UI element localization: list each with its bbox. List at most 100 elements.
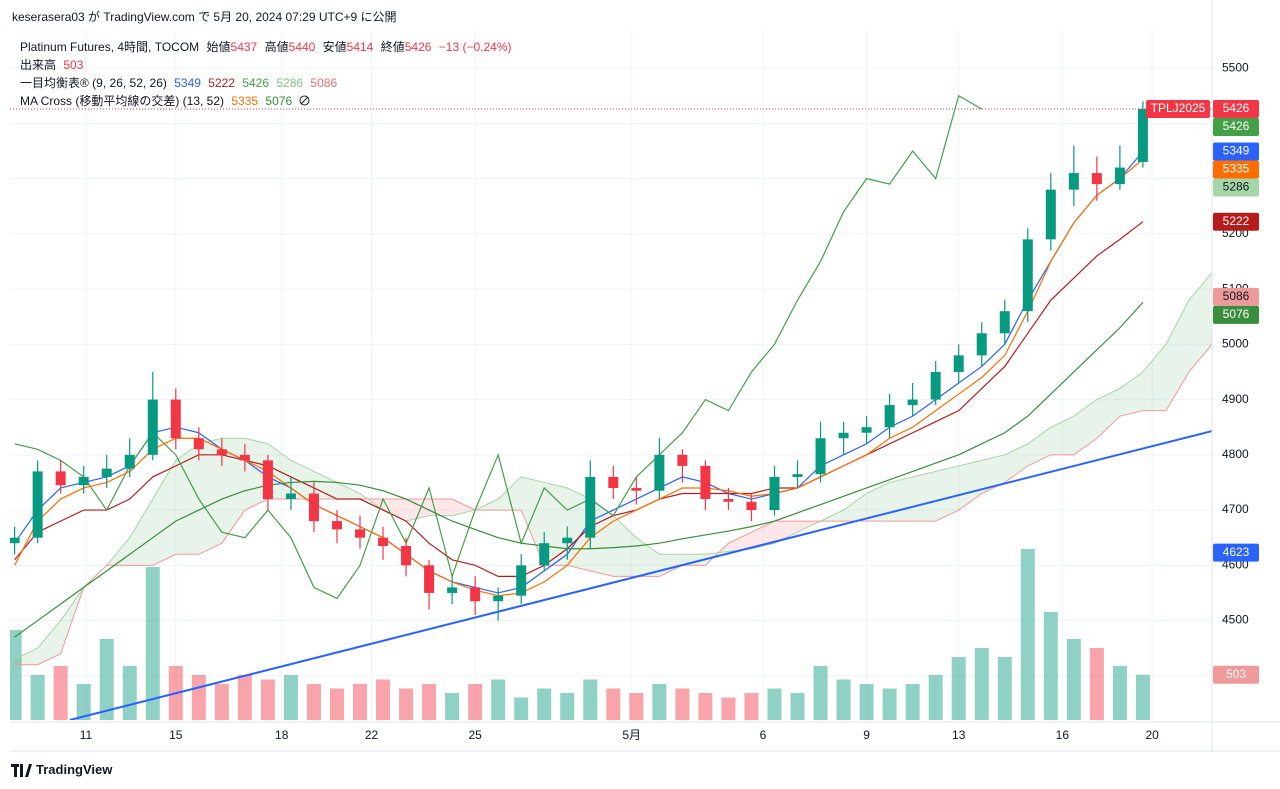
legend-label: 始値 (206, 40, 231, 54)
legend-value: 503 (63, 58, 84, 72)
legend-label: 安値 (322, 40, 347, 54)
price-label-bg (1213, 543, 1259, 562)
candle-body (769, 476, 780, 511)
price-label-bg (1213, 178, 1259, 197)
volume-bar (583, 679, 598, 720)
candle-body (838, 432, 849, 439)
volume-bar (629, 693, 644, 720)
volume-bar (1043, 612, 1058, 720)
candle-body (907, 399, 918, 406)
legend-value: 5222 (208, 76, 235, 90)
candle-body (493, 595, 504, 602)
cloud-fill (129, 499, 153, 566)
cloud-fill (1073, 399, 1097, 455)
candle-body (424, 565, 435, 593)
candle-body (1114, 167, 1125, 185)
volume-bar (422, 684, 437, 720)
cloud-fill (1096, 388, 1120, 439)
volume-bar (306, 684, 321, 720)
candle-body (1091, 173, 1102, 185)
candle-body (78, 476, 89, 486)
candle-body (792, 474, 803, 477)
indicator-line (14, 94, 983, 600)
legend-value: 5426 (404, 40, 432, 54)
volume-bar (997, 657, 1012, 720)
cloud-fill (751, 521, 775, 549)
price-label: 5086 (1223, 289, 1250, 303)
volume-bar (606, 688, 621, 720)
cloud-fill (14, 648, 38, 665)
candle-body (124, 454, 135, 469)
y-tick-label: 4900 (1222, 392, 1249, 406)
volume-bar (283, 675, 298, 720)
cloud-fill (313, 471, 337, 500)
symbol-label: TPLJ2025 (1151, 101, 1206, 115)
hide-icon[interactable] (299, 95, 310, 106)
volume-bar (376, 679, 391, 720)
volume-bar (928, 675, 943, 720)
volume-bar (1089, 648, 1104, 720)
legend-value: 5440 (288, 40, 316, 54)
candle-body (654, 454, 665, 491)
y-tick-label: 4500 (1222, 613, 1249, 627)
cloud-fill (1188, 272, 1212, 372)
candle-body (1022, 239, 1033, 312)
cloud-fill (613, 515, 637, 577)
y-tick-label: 4800 (1222, 447, 1249, 461)
volume-bar (698, 693, 713, 720)
volume-bar (767, 688, 782, 720)
cloud-fill (636, 537, 660, 577)
price-label: 5335 (1223, 162, 1250, 176)
candle-body (999, 311, 1010, 334)
candle-body (216, 449, 227, 455)
legend-label: 高値 (264, 40, 289, 54)
cloud-fill (981, 454, 1005, 494)
price-label-bg (1213, 117, 1259, 136)
x-tick-label: 6 (760, 728, 767, 742)
y-tick-label: 4700 (1222, 502, 1249, 516)
cloud-fill (1027, 427, 1051, 466)
cloud-fill (774, 521, 798, 544)
x-tick-label: 16 (1056, 728, 1070, 742)
candle-body (355, 529, 366, 538)
candle-body (1045, 189, 1056, 240)
volume-bar (951, 657, 966, 720)
volume-bar (30, 675, 45, 720)
price-label-bg (1213, 212, 1259, 231)
legend-value: 5426 (242, 76, 270, 90)
candle-body (239, 454, 250, 461)
brand: TradingView (36, 762, 113, 777)
legend-value: 5086 (310, 76, 338, 90)
legend-title: MA Cross (移動平均線の交差) (13, 52) (20, 94, 225, 108)
price-label: 4623 (1223, 545, 1250, 559)
candle-body (608, 476, 619, 488)
volume-bar (1066, 639, 1081, 720)
candle-body (1068, 173, 1079, 190)
volume-bar (514, 697, 529, 720)
price-label: 5426 (1223, 101, 1250, 115)
volume-bar (445, 693, 460, 720)
price-label-bg (1213, 305, 1259, 324)
candle-body (378, 537, 389, 546)
price-label-bg (1213, 142, 1259, 161)
volume-bar (974, 648, 989, 720)
volume-bar (122, 666, 137, 720)
volume-bar (468, 684, 483, 720)
volume-bar (790, 693, 805, 720)
volume-bar (744, 693, 759, 720)
x-tick-label: 5月 (622, 728, 641, 742)
candle-body (447, 587, 458, 593)
indicator-line (14, 301, 1144, 638)
legend-title: 一目均衡表® (9, 26, 52, 26) (20, 76, 167, 90)
legend-row: 一目均衡表® (9, 26, 52, 26) 5349 5222 5426 52… (20, 74, 515, 92)
volume-bar (399, 688, 414, 720)
volume-bar (491, 679, 506, 720)
volume-bar (353, 684, 368, 720)
cloud-fill (37, 620, 61, 665)
cloud-fill (452, 499, 476, 516)
legend-value: 5335 (231, 94, 259, 108)
legend-label: 終値 (380, 40, 405, 54)
volume-bar (882, 688, 897, 720)
candle-body (308, 493, 319, 522)
